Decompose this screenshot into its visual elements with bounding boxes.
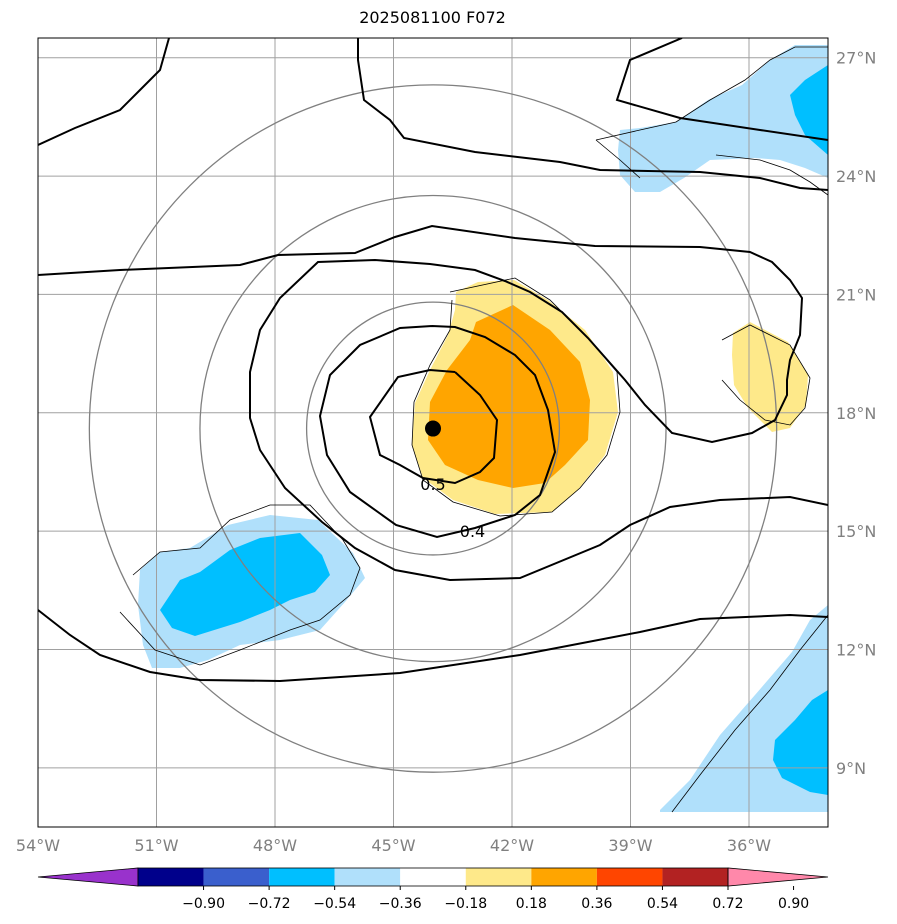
- colorbar-segment-0: [138, 868, 204, 886]
- lat-label-18: 18°N: [836, 404, 876, 423]
- colorbar-segment-6: [531, 868, 597, 886]
- lon-label--48: 48°W: [253, 836, 297, 855]
- anomaly-fill-neg2-4: [160, 533, 330, 636]
- anomaly-fill-pos1-2: [732, 322, 808, 432]
- thick-contour-0: [38, 38, 170, 146]
- contour-label-1: 0.4: [460, 522, 485, 541]
- anomaly-fill-neg1-5: [618, 45, 828, 192]
- colorbar-segment-4: [400, 868, 466, 886]
- colorbar-tick-label-0: −0.90: [182, 896, 225, 912]
- colorbar-extend-low: [37, 867, 139, 887]
- lat-label-24: 24°N: [836, 167, 876, 186]
- thin-contour-3: [595, 46, 828, 141]
- thin-contour-6: [595, 139, 641, 179]
- thick-contour-4: [38, 609, 828, 683]
- lat-label-15: 15°N: [836, 522, 876, 541]
- colorbar-segment-3: [334, 868, 401, 886]
- lon-label--36: 36°W: [727, 836, 771, 855]
- colorbar: −0.90 −0.72 −0.54 −0.36 −0.18 0.18 0.36 0.54 0.7…: [37, 867, 829, 912]
- lat-label-21: 21°N: [836, 285, 876, 304]
- thin-contour-4: [671, 614, 828, 813]
- colorbar-extend-high: [727, 867, 829, 887]
- anomaly-fill-pos2-1: [428, 305, 590, 488]
- colorbar-tick-label-1: −0.72: [248, 896, 291, 912]
- anomaly-fill-neg2-8: [773, 690, 828, 795]
- colorbar-tick-label-8: 0.72: [712, 896, 743, 912]
- thick-contour-6: [368, 368, 499, 485]
- thin-contour-2: [119, 504, 361, 666]
- colorbar-outline: [137, 867, 729, 887]
- colorbar-segment-8: [662, 868, 728, 886]
- lon-label--42: 42°W: [490, 836, 534, 855]
- storm-center-marker: [425, 420, 441, 437]
- anomaly-fill-layer: [138, 45, 828, 812]
- contour-label-0: 0.5: [420, 475, 445, 494]
- colorbar-tick-label-3: −0.36: [379, 896, 422, 912]
- thin-contour-1: [721, 324, 811, 426]
- anomaly-fill-neg2-6: [790, 65, 828, 155]
- colorbar-segment-2: [269, 868, 335, 886]
- lon-label--54: 54°W: [16, 836, 60, 855]
- map-title: 2025081100 F072: [359, 8, 506, 27]
- colorbar-segment-1: [203, 868, 270, 886]
- map-frame: [37, 37, 829, 828]
- range-ring-1: [199, 194, 667, 663]
- colorbar-tick-label-6: 0.36: [581, 896, 612, 912]
- range-ring-2: [88, 84, 778, 773]
- colorbar-segment-5: [465, 868, 532, 886]
- center-dot: [425, 420, 441, 437]
- lat-label-27: 27°N: [836, 49, 876, 68]
- lon-label--45: 45°W: [371, 836, 415, 855]
- longitude-labels: 54°W 51°W 48°W 45°W 42°W 39°W 36°W: [16, 836, 771, 855]
- thick-contour-2: [615, 38, 828, 141]
- thick-contour-layer: [38, 38, 828, 683]
- thin-contour-5: [715, 154, 828, 196]
- thick-contour-5: [318, 325, 557, 539]
- colorbar-tick-label-2: −0.54: [313, 896, 356, 912]
- lat-label-12: 12°N: [836, 640, 876, 659]
- thick-contour-1: [357, 38, 828, 191]
- range-ring-0: [305, 301, 561, 556]
- lat-label-9: 9°N: [836, 759, 866, 778]
- colorbar-tick-label-9: 0.90: [778, 896, 809, 912]
- contour-labels: 0.5 0.4: [420, 475, 485, 541]
- lon-label--39: 39°W: [608, 836, 652, 855]
- colorbar-tick-label-5: 0.18: [516, 896, 547, 912]
- colorbar-tick-label-7: 0.54: [647, 896, 678, 912]
- latitude-labels: 27°N 24°N 21°N 18°N 15°N 12°N 9°N: [836, 49, 876, 778]
- thick-contour-3: [38, 224, 828, 582]
- colorbar-segment-7: [596, 868, 663, 886]
- lat-lon-gridlines: [38, 38, 828, 827]
- range-rings: [88, 84, 778, 773]
- colorbar-tick-label-4: −0.18: [444, 896, 487, 912]
- lon-label--51: 51°W: [134, 836, 178, 855]
